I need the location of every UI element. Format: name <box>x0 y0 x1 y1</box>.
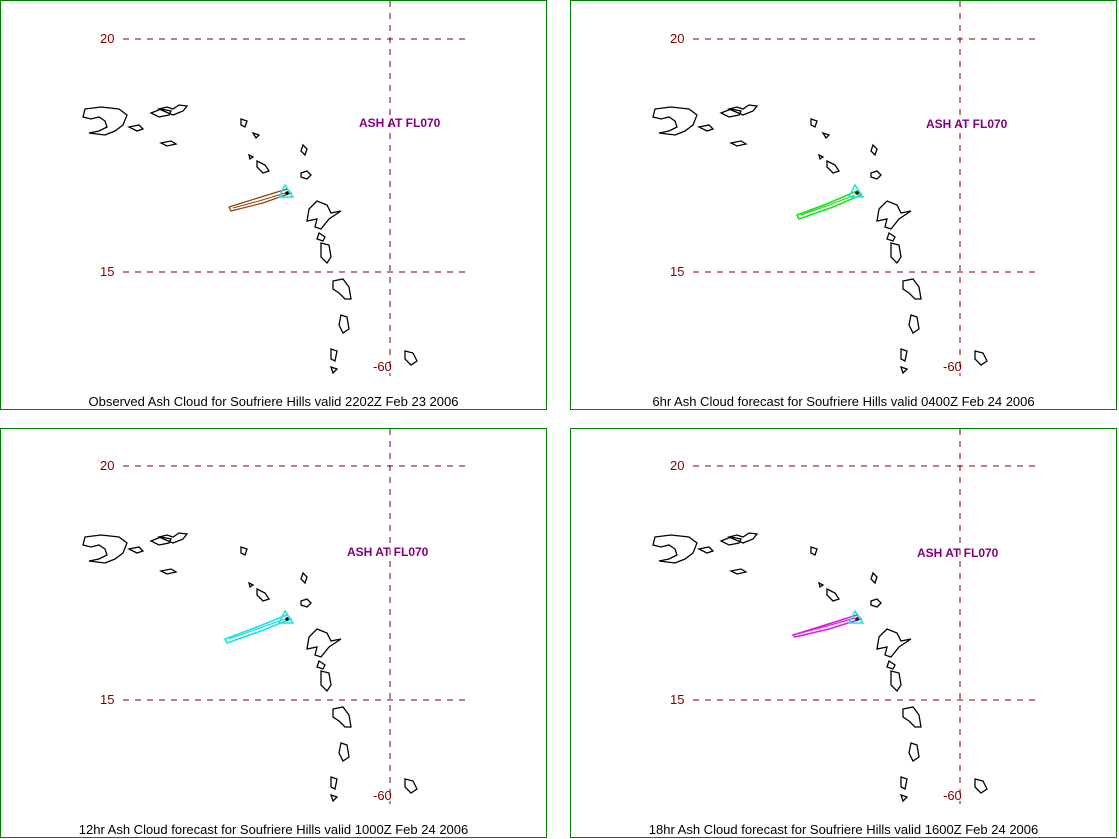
ash-level-label: ASH AT FL070 <box>917 546 999 560</box>
volcano-marker <box>277 609 295 624</box>
lat-label-15: 15 <box>100 264 115 279</box>
map-canvas <box>82 429 467 804</box>
coastline <box>82 104 418 375</box>
lat-label-20: 20 <box>100 31 115 46</box>
map-panel-12hr: 20 15 -60 ASH AT FL070 12hr Ash Cloud fo… <box>0 428 547 838</box>
lon-label-60: -60 <box>943 788 962 803</box>
ash-level-label: ASH AT FL070 <box>926 117 1008 131</box>
map-canvas <box>82 1 467 376</box>
coastline <box>82 532 418 803</box>
map-canvas <box>652 1 1037 376</box>
map-canvas <box>652 429 1037 804</box>
panel-caption: 12hr Ash Cloud forecast for Soufriere Hi… <box>78 822 469 837</box>
lat-label-20: 20 <box>670 458 685 473</box>
map-panel-observed: 20 15 -60 ASH AT FL070 Observed Ash Clou… <box>0 0 547 410</box>
lon-label-60: -60 <box>943 359 962 374</box>
ash-level-label: ASH AT FL070 <box>347 545 429 559</box>
coastline <box>652 532 988 803</box>
lon-label-60: -60 <box>373 788 392 803</box>
lon-label-60: -60 <box>373 359 392 374</box>
map-panel-6hr: 20 15 -60 ASH AT FL070 6hr Ash Cloud for… <box>570 0 1117 410</box>
volcano-marker <box>277 183 295 198</box>
ash-level-label: ASH AT FL070 <box>359 116 441 130</box>
panel-caption: 6hr Ash Cloud forecast for Soufriere Hil… <box>652 394 1035 409</box>
map-panel-18hr: 20 15 -60 ASH AT FL070 18hr Ash Cloud fo… <box>570 428 1117 838</box>
volcano-marker <box>847 609 865 624</box>
volcano-marker <box>847 183 865 198</box>
lat-label-15: 15 <box>670 692 685 707</box>
coastline <box>652 104 988 375</box>
lat-label-20: 20 <box>100 458 115 473</box>
ash-plume <box>795 190 863 220</box>
panel-caption: 18hr Ash Cloud forecast for Soufriere Hi… <box>648 822 1039 837</box>
lat-label-20: 20 <box>670 31 685 46</box>
lat-label-15: 15 <box>100 692 115 707</box>
panel-caption: Observed Ash Cloud for Soufriere Hills v… <box>88 394 459 409</box>
lat-label-15: 15 <box>670 264 685 279</box>
